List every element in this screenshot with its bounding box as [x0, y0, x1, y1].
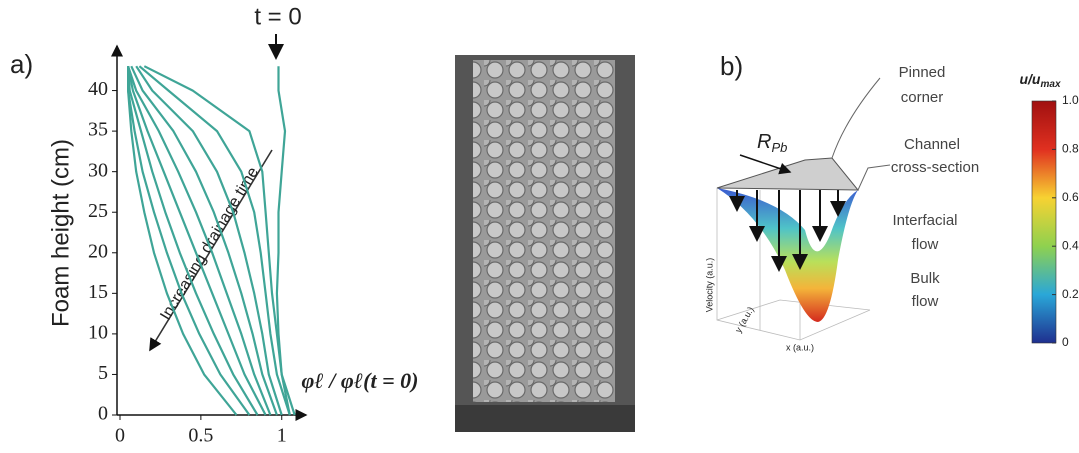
- colorbar-title: max: [1040, 79, 1060, 90]
- colorbar-tick-label: 0.4: [1062, 238, 1079, 252]
- annotation: Interfacial: [892, 212, 957, 229]
- y-tick-label: 5: [98, 362, 108, 384]
- x-tick-label: 1: [277, 425, 287, 447]
- axis-label: Velocity (a.u.): [704, 258, 714, 313]
- colorbar-tick-label: 0: [1062, 335, 1069, 349]
- colorbar-tick-label: 1.0: [1062, 93, 1079, 107]
- axis-label: x (a.u.): [786, 342, 814, 352]
- annotation: flow: [912, 236, 939, 253]
- channel: [717, 158, 858, 190]
- annotation: Pinned: [899, 64, 946, 81]
- colorbar-title: u/umax: [1019, 71, 1060, 90]
- annotation: R: [757, 131, 771, 153]
- annotation: t = 0: [254, 3, 301, 30]
- leader: [858, 165, 890, 190]
- annotation: Bulk: [910, 270, 940, 287]
- annotation: Channel: [904, 136, 960, 153]
- panel-label: b): [720, 51, 743, 81]
- annotation: Pb: [771, 140, 787, 155]
- x-tick-label: 0.5: [188, 425, 213, 447]
- y-tick-label: 15: [88, 281, 108, 303]
- colorbar-tick-label: 0.6: [1062, 190, 1079, 204]
- y-tick-label: 10: [88, 321, 108, 343]
- data-line: [128, 66, 257, 415]
- arrow: [740, 155, 790, 172]
- panel-label: a): [10, 49, 33, 79]
- annotation: cross-section: [891, 159, 979, 176]
- annotation: corner: [901, 89, 944, 106]
- figure: a) Foam height (cm) φℓ / φℓ(t = 0) t = 0…: [0, 0, 1079, 448]
- x-tick-label: 0: [115, 425, 125, 447]
- y-tick-label: 40: [88, 78, 108, 100]
- annotation: RPb: [757, 131, 787, 155]
- y-tick-label: 35: [88, 119, 108, 141]
- y-tick-label: 25: [88, 200, 108, 222]
- data-line: [277, 66, 290, 415]
- y-tick-label: 20: [88, 240, 108, 262]
- x-axis-label: φℓ / φℓ(t = 0): [302, 368, 419, 393]
- annotation: flow: [912, 293, 939, 310]
- axis-label: y (a.u.): [733, 305, 756, 334]
- foam-photo: [473, 60, 615, 402]
- leader: [832, 78, 880, 158]
- y-tick-label: 30: [88, 159, 108, 181]
- y-axis-label: Foam height (cm): [47, 139, 74, 327]
- y-tick-label: 0: [98, 403, 108, 425]
- foam-photo: [455, 405, 635, 432]
- colorbar: [1032, 101, 1056, 343]
- colorbar-tick-label: 0.2: [1062, 287, 1079, 301]
- colorbar-title: u/u: [1019, 71, 1040, 87]
- flow-surface: [717, 188, 858, 322]
- colorbar-tick-label: 0.8: [1062, 142, 1079, 156]
